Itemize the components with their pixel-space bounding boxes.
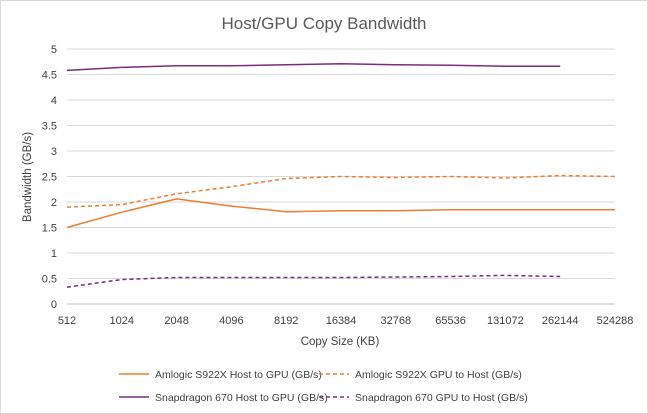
series-line-4 (66, 274, 561, 288)
y-axis: 0 0.5 1 1.5 2 2.5 3 3.5 4 4.5 5 (42, 44, 57, 311)
y-tick-label: 0 (51, 299, 57, 311)
legend-label: Amlogic S922X GPU to Host (GB/s) (355, 369, 522, 381)
y-tick-label: 1 (51, 248, 57, 260)
x-tick-label: 524288 (597, 315, 634, 327)
legend: Amlogic S922X Host to GPU (GB/s) Amlogic … (119, 369, 528, 404)
x-tick-label: 4096 (219, 315, 243, 327)
x-tick-label: 512 (58, 315, 76, 327)
x-tick-label: 65536 (435, 315, 466, 327)
y-tick-label: 2 (51, 197, 57, 209)
x-tick-label: 2048 (164, 315, 188, 327)
chart-title: Host/GPU Copy Bandwidth (221, 14, 426, 33)
y-tick-label: 3 (51, 146, 57, 158)
x-axis-ticks: 512 1024 2048 4096 8192 16384 32768 65536 131072… (58, 315, 634, 327)
y-tick-label: 5 (51, 44, 57, 56)
y-tick-label: 0.5 (42, 274, 57, 286)
legend-label: Snapdragon 670 Host to GPU (GB/s) (155, 392, 328, 404)
y-tick-label: 2.5 (42, 172, 57, 184)
y-tick-label: 4 (51, 95, 57, 107)
x-tick-label: 32768 (381, 315, 412, 327)
legend-label: Amlogic S922X Host to GPU (GB/s) (155, 369, 322, 381)
y-tick-label: 3.5 (42, 121, 57, 133)
x-axis-title: Copy Size (KB) (301, 336, 380, 348)
series-line-3 (66, 63, 561, 72)
gridlines (67, 48, 615, 279)
x-tick-label: 131072 (487, 315, 524, 327)
y-axis-title: Bandwidth (GB/s) (22, 132, 34, 222)
series-lines (66, 63, 616, 288)
x-tick-label: 8192 (274, 315, 298, 327)
x-tick-label: 262144 (542, 315, 579, 327)
x-tick-label: 16384 (326, 315, 357, 327)
legend-label: Snapdragon 670 GPU to Host (GB/s) (355, 392, 528, 404)
y-tick-label: 4.5 (42, 70, 57, 82)
y-tick-label: 1.5 (42, 223, 57, 235)
x-tick-label: 1024 (110, 315, 134, 327)
series-line-2 (66, 174, 616, 208)
series-line-1 (66, 198, 615, 229)
